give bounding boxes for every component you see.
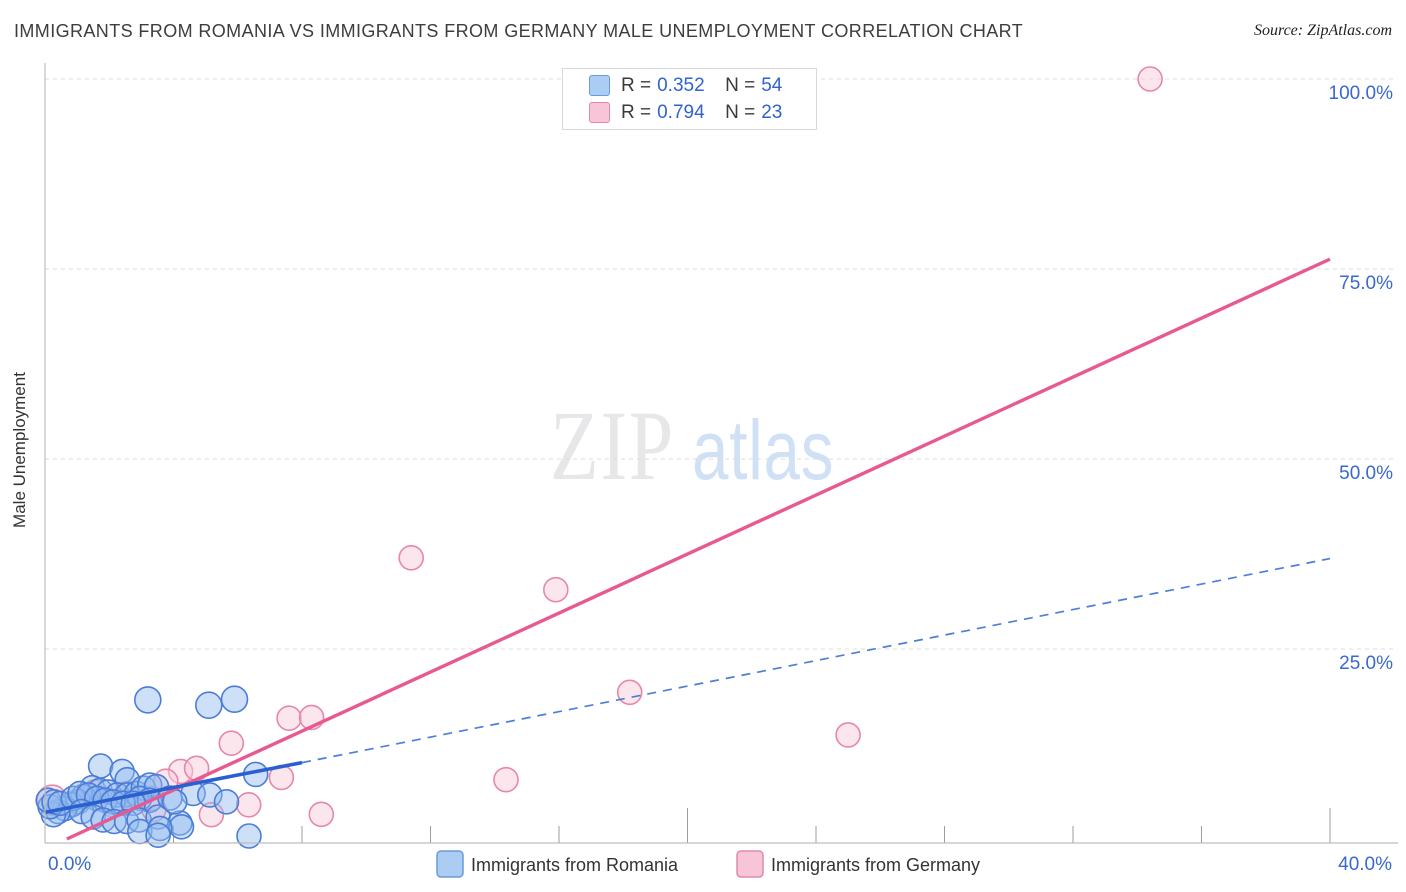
data-point-germany[interactable] (218, 730, 245, 757)
y-axis-label-25pct: 25.0% (1339, 653, 1393, 674)
germany-n-value: 23 (761, 101, 783, 123)
page-title: IMMIGRANTS FROM ROMANIA VS IMMIGRANTS FR… (14, 21, 1024, 41)
y-axis-label-50pct: 50.0% (1339, 463, 1393, 484)
y-axis-label-100pct: 100.0% (1329, 83, 1394, 104)
romania-n-value: 54 (761, 74, 783, 96)
x-axis-min-label: 0.0% (48, 854, 91, 875)
data-point-romania[interactable] (197, 782, 223, 808)
data-point-germany[interactable] (493, 766, 519, 793)
data-point-romania[interactable] (87, 753, 114, 779)
data-point-romania[interactable] (134, 686, 162, 714)
data-point-romania[interactable] (213, 788, 240, 815)
watermark-atlas-text: atlas (692, 403, 835, 497)
bottom-legend: Immigrants from Romania Immigrants from … (436, 850, 980, 878)
source-credit: Source: ZipAtlas.com (1253, 22, 1392, 39)
data-point-germany[interactable] (235, 791, 262, 818)
legend-swatch-germany (736, 850, 764, 878)
data-point-romania[interactable] (236, 823, 262, 849)
zipatlas-watermark: ZIP atlas (550, 396, 874, 525)
data-point-germany[interactable] (276, 705, 302, 732)
r-label: R = (621, 74, 652, 96)
data-point-romania[interactable] (220, 685, 249, 714)
watermark-zip-text: ZIP (550, 390, 675, 501)
plot-area: 25.0% 50.0% 75.0% 100.0% (35, 66, 1395, 849)
r-label: R = (621, 101, 652, 123)
legend-label-germany: Immigrants from Germany (771, 855, 980, 875)
data-point-germany[interactable] (616, 679, 643, 706)
n-label: N = (725, 101, 756, 123)
legend-swatch-romania (436, 850, 464, 878)
data-point-romania[interactable] (195, 691, 223, 720)
x-axis-max-label: 40.0% (1338, 854, 1392, 875)
romania-r-value: 0.352 (657, 74, 705, 96)
data-point-germany[interactable] (398, 544, 425, 571)
n-label: N = (725, 74, 756, 96)
data-point-romania[interactable] (145, 822, 171, 849)
trend-line-romania-solid (44, 760, 303, 815)
y-axis-title: Male Unemployment (10, 372, 29, 528)
legend-row-romania: R = 0.352 N = 54 (589, 75, 816, 97)
germany-swatch-icon (589, 102, 610, 123)
y-axis-label-75pct: 75.0% (1339, 273, 1393, 294)
data-point-romania[interactable] (168, 813, 195, 840)
data-point-germany[interactable] (1137, 66, 1163, 92)
germany-r-value: 0.794 (657, 101, 705, 123)
legend-label-romania: Immigrants from Romania (471, 855, 679, 875)
legend-row-germany: R = 0.794 N = 23 (589, 102, 816, 124)
data-point-germany[interactable] (308, 801, 335, 828)
trend-line-germany (66, 257, 1331, 841)
data-point-germany[interactable] (835, 722, 861, 748)
correlation-legend-box: R = 0.352 N = 54 R = 0.794 N = 23 (562, 68, 817, 130)
data-point-germany[interactable] (542, 576, 569, 603)
romania-swatch-icon (589, 75, 610, 96)
